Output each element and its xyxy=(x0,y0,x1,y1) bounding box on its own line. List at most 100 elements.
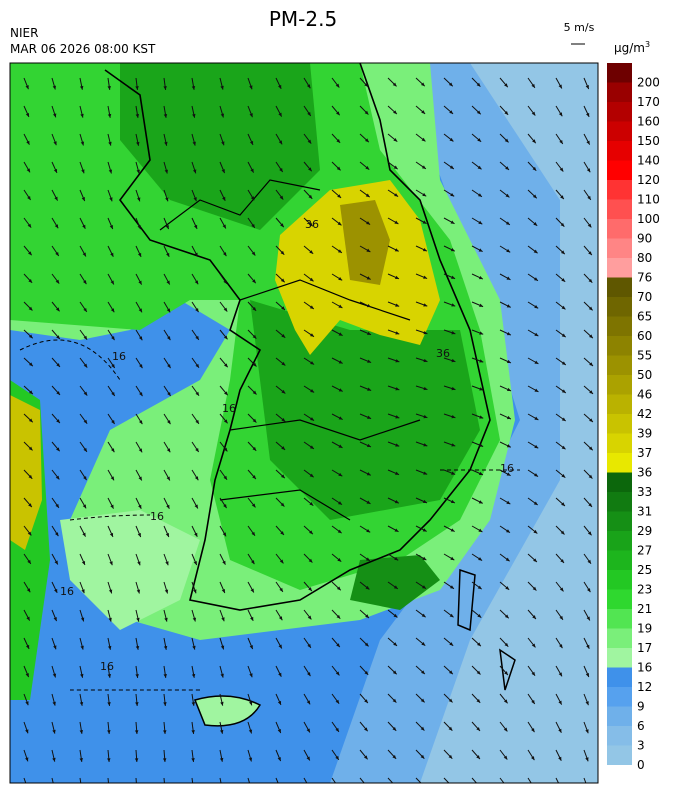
wind-arrow-head xyxy=(307,672,311,677)
wind-arrow-head xyxy=(134,730,139,734)
wind-arrow-head xyxy=(504,110,509,115)
wind-arrow-head xyxy=(164,141,168,146)
wind-arrow-head xyxy=(163,702,167,706)
wind-arrow-head xyxy=(449,613,454,618)
wind-arrow-head xyxy=(310,417,315,421)
wind-arrow-head xyxy=(589,334,593,339)
wind-scale: 5 m/s xyxy=(564,21,595,34)
wind-arrow-head xyxy=(25,729,29,734)
wind-arrow-head xyxy=(392,82,397,87)
wind-arrow-head xyxy=(363,755,368,760)
wind-arrow-head xyxy=(534,360,539,364)
wind-arrow-head xyxy=(55,503,59,508)
colorbar-label: 170 xyxy=(637,95,660,109)
wind-arrow-head xyxy=(280,223,284,228)
wind-arrow-head xyxy=(28,251,32,256)
wind-arrow-head xyxy=(56,335,60,340)
colorbar-box xyxy=(607,199,632,219)
wind-arrow xyxy=(79,777,82,783)
wind-arrow-head xyxy=(25,85,29,90)
wind-arrow-head xyxy=(392,670,397,675)
colorbar-label: 23 xyxy=(637,583,652,597)
wind-arrow-head xyxy=(26,168,31,173)
wind-arrow-head xyxy=(586,168,591,173)
wind-arrow-head xyxy=(53,617,57,622)
wind-arrow-head xyxy=(83,391,88,396)
wind-arrow-head xyxy=(451,331,456,335)
wind-arrow-head xyxy=(25,757,29,762)
wind-arrow-head xyxy=(138,280,142,285)
wind-arrow-head xyxy=(27,223,32,228)
wind-arrow-head xyxy=(503,727,508,732)
wind-arrow-head xyxy=(477,165,482,170)
wind-arrow-head xyxy=(476,727,481,731)
wind-arrow xyxy=(107,777,110,783)
wind-arrow-head xyxy=(279,559,284,564)
wind-arrow-head xyxy=(589,418,593,423)
wind-arrow-head xyxy=(423,443,428,447)
wind-arrow-head xyxy=(281,389,286,394)
wind-arrow-head xyxy=(422,499,427,503)
wind-arrow-head xyxy=(588,306,593,311)
wind-arrow-head xyxy=(109,561,113,566)
wind-arrow-head xyxy=(136,169,140,174)
wind-arrow-head xyxy=(280,250,285,255)
wind-arrow-head xyxy=(395,443,400,447)
wind-arrow-head xyxy=(165,225,169,230)
wind-arrow-head xyxy=(82,224,86,229)
wind-arrow-head xyxy=(450,192,455,197)
wind-arrow-head xyxy=(506,529,510,533)
wind-arrow-head xyxy=(503,699,508,704)
wind-arrow-head xyxy=(586,644,590,649)
wind-arrow-head xyxy=(335,699,340,704)
wind-arrow-head xyxy=(223,447,228,452)
colorbar-box xyxy=(607,394,632,414)
colorbar-box xyxy=(607,375,632,395)
wind-arrow-head xyxy=(450,248,455,252)
colorbar-box xyxy=(607,589,632,609)
wind-arrow-head xyxy=(366,443,371,448)
wind-arrow-head xyxy=(478,220,483,225)
colorbar-box xyxy=(607,180,632,200)
wind-arrow xyxy=(387,777,394,783)
wind-arrow-head xyxy=(338,276,343,281)
wind-arrow-head xyxy=(505,586,510,590)
contour-label: 16 xyxy=(60,585,74,598)
wind-arrow-head xyxy=(82,532,86,537)
wind-arrow-head xyxy=(588,446,593,451)
wind-arrow-head xyxy=(250,616,254,621)
wind-arrow-head xyxy=(394,528,399,532)
wind-arrow-head xyxy=(109,532,114,537)
wind-arrow-head xyxy=(479,415,484,419)
colorbar-label: 90 xyxy=(637,232,652,246)
wind-arrow-head xyxy=(308,167,312,172)
wind-arrow-head xyxy=(52,673,57,678)
wind-arrow-head xyxy=(506,444,511,448)
wind-arrow-head xyxy=(449,165,454,169)
wind-arrow-head xyxy=(221,169,225,174)
colorbar-box xyxy=(607,706,632,726)
wind-arrow-head xyxy=(423,303,428,307)
wind-arrow-head xyxy=(395,359,400,363)
wind-arrows xyxy=(23,77,594,788)
wind-arrow-head xyxy=(248,701,253,706)
wind-arrow-head xyxy=(448,698,453,703)
wind-arrow xyxy=(443,777,450,783)
wind-arrow-head xyxy=(52,701,56,706)
colorbar-box xyxy=(607,82,632,102)
wind-arrow-head xyxy=(137,252,142,257)
wind-arrow-head xyxy=(338,472,343,477)
wind-arrow-head xyxy=(533,249,538,254)
unit-base: μg/m xyxy=(614,41,645,55)
wind-arrow-head xyxy=(337,221,342,226)
wind-arrow-head xyxy=(307,784,310,788)
wind-arrow-head xyxy=(194,504,198,509)
wind-arrow-head xyxy=(27,531,32,536)
wind-arrow-head xyxy=(220,85,224,90)
wind-arrow-head xyxy=(278,112,282,117)
wind-arrow-head xyxy=(588,251,592,256)
wind-arrow-head xyxy=(585,757,589,762)
wind-arrow-head xyxy=(534,332,539,337)
wind-arrow-head xyxy=(561,445,566,450)
wind-arrow-head xyxy=(505,221,510,225)
